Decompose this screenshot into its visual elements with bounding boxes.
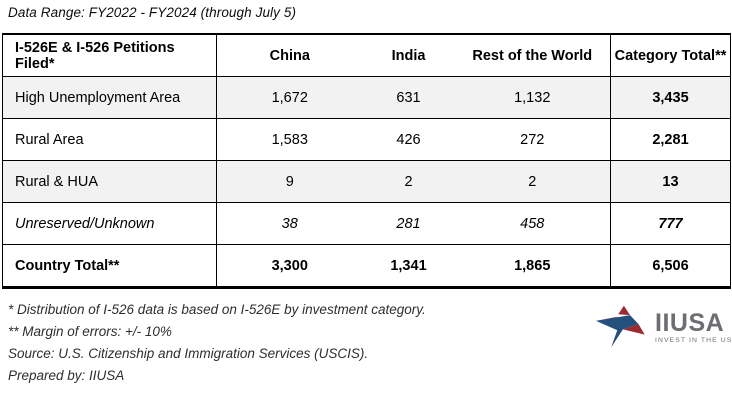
iiusa-logo-tagline: INVEST IN THE USA	[655, 336, 732, 344]
column-header-category-total: Category Total**	[610, 34, 731, 77]
table-cell-category-total: 6,506	[610, 244, 731, 288]
row-label: Rural Area	[2, 118, 217, 161]
table-cell: 9	[216, 160, 363, 203]
table-cell: 1,672	[216, 76, 363, 119]
row-label: Country Total**	[2, 244, 217, 288]
table-cell: 2	[362, 160, 455, 203]
table-cell: 281	[362, 202, 455, 245]
column-header-china: China	[216, 34, 363, 77]
iiusa-star-icon	[596, 305, 645, 348]
footnote-distribution: * Distribution of I-526 data is based on…	[8, 302, 426, 317]
table-cell: 426	[362, 118, 455, 161]
petitions-table: I-526E & I-526 Petitions Filed* China In…	[2, 33, 731, 289]
row-label: High Unemployment Area	[2, 76, 217, 119]
footnote-prepared-by: Prepared by: IIUSA	[8, 368, 125, 383]
table-cell: 38	[216, 202, 363, 245]
table-cell: 1,341	[390, 257, 427, 274]
data-range-label: Data Range: FY2022 - FY2024 (through Jul…	[8, 5, 297, 20]
table-cell-category-total: 13	[610, 160, 731, 203]
table-cell: 631	[362, 76, 455, 119]
iiusa-logo: IIUSA INVEST IN THE USA	[596, 302, 732, 352]
table-cell: 1,583	[216, 118, 363, 161]
table-row-unreserved-unknown: Unreserved/Unknown 38 281 458 777	[2, 202, 731, 245]
table-cell-category-total: 2,281	[610, 118, 731, 161]
table-cell: 1,865	[514, 257, 551, 274]
row-label: Rural & HUA	[2, 160, 217, 203]
table-cell: 1,132	[454, 76, 611, 119]
table-row-rural-and-hua: Rural & HUA 9 2 2 13	[2, 160, 731, 203]
table-row-country-total: Country Total** 3,300 1,341 1,865 6,506	[2, 244, 731, 288]
footnote-source: Source: U.S. Citizenship and Immigration…	[8, 346, 369, 361]
table-row-high-unemployment-area: High Unemployment Area 1,672 631 1,132 3…	[2, 76, 731, 119]
table-cell: 2	[454, 160, 611, 203]
table-cell: 3,300	[271, 257, 308, 274]
footnotes: * Distribution of I-526 data is based on…	[8, 299, 426, 387]
row-label: Unreserved/Unknown	[2, 202, 217, 245]
column-header-india: India	[362, 34, 455, 77]
table-row-rural-area: Rural Area 1,583 426 272 2,281	[2, 118, 731, 161]
table-cell: 272	[454, 118, 611, 161]
iiusa-logo-name: IIUSA	[655, 308, 725, 337]
table-cell-category-total: 777	[610, 202, 731, 245]
column-header-category: I-526E & I-526 Petitions Filed*	[2, 34, 217, 77]
column-header-rest-of-world: Rest of the World	[454, 34, 611, 77]
iiusa-logo-text: IIUSA INVEST IN THE USA	[655, 308, 732, 344]
table-cell: 458	[454, 202, 611, 245]
header-row: I-526E & I-526 Petitions Filed* China In…	[2, 34, 731, 77]
table-cell-category-total: 3,435	[610, 76, 731, 119]
footnote-margin-of-error: ** Margin of errors: +/- 10%	[8, 324, 172, 339]
